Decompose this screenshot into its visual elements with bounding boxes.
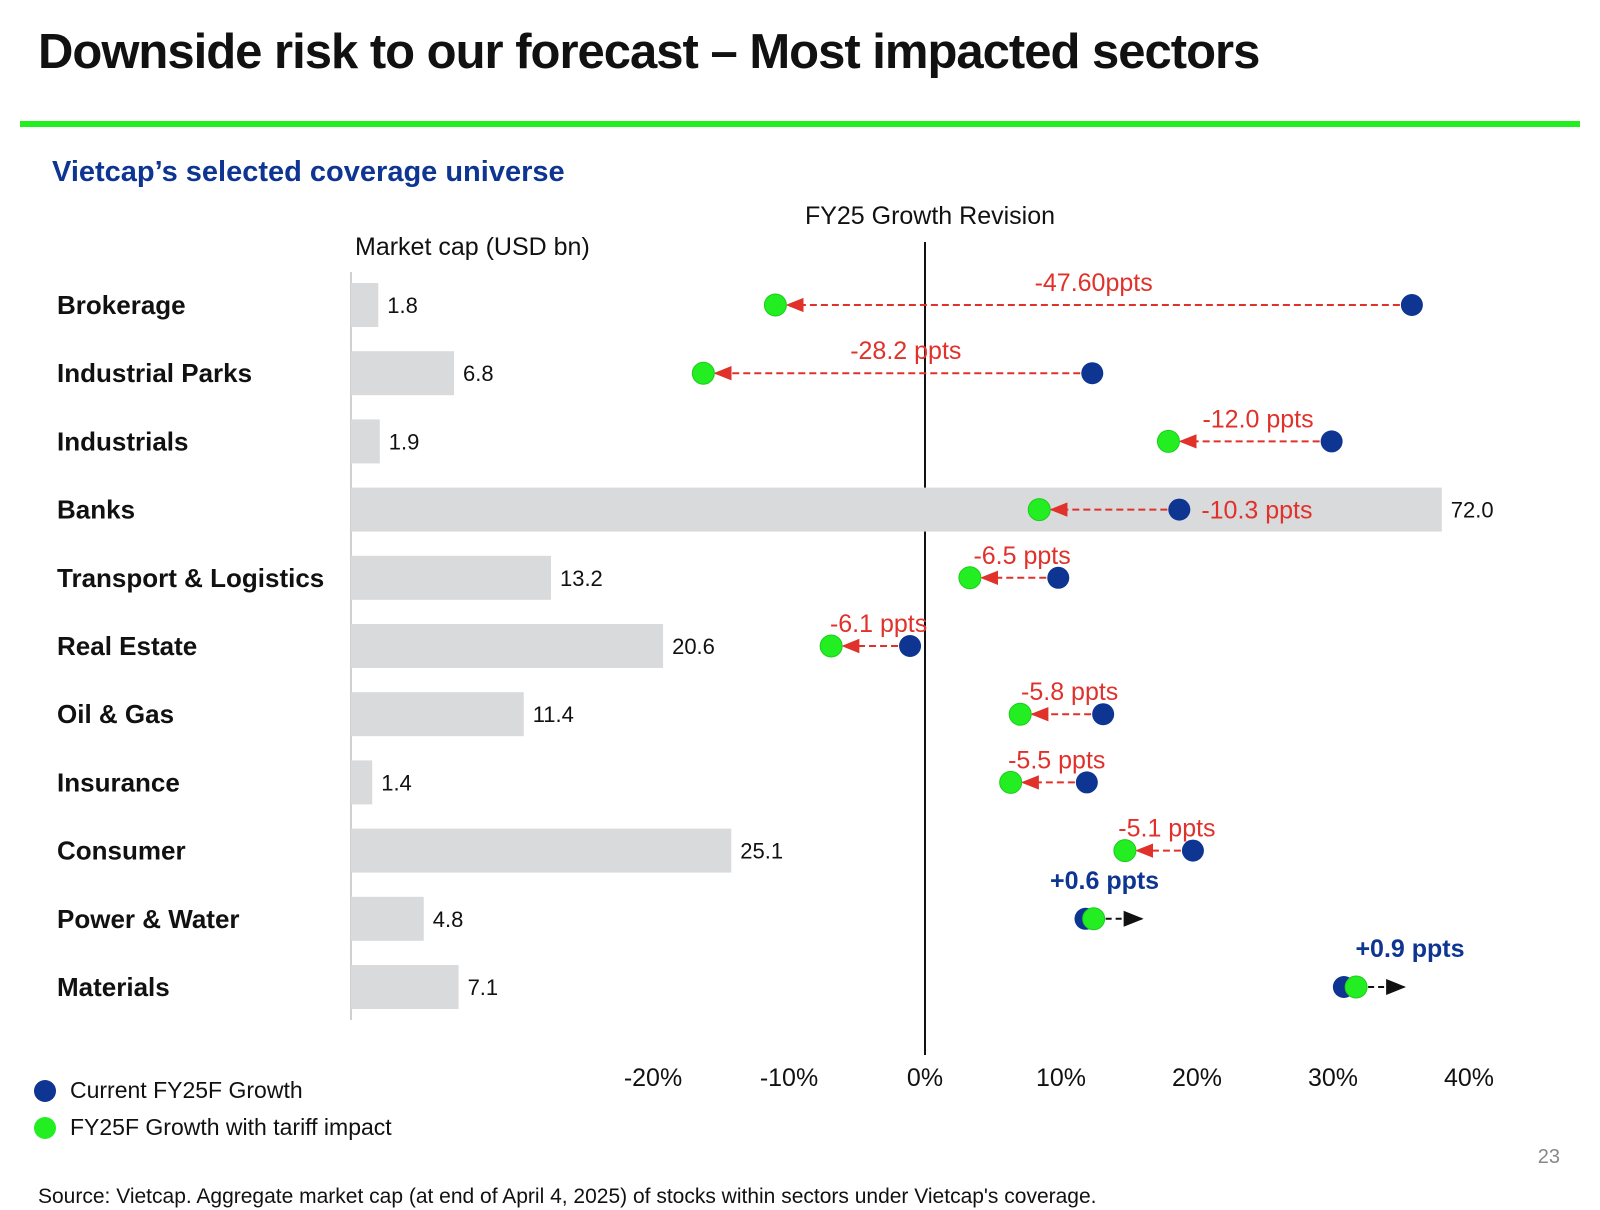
revision-label-insurance: -5.5 ppts	[1008, 746, 1105, 774]
x-tick-label: -20%	[624, 1064, 682, 1092]
current-growth-dot-banks	[1168, 498, 1191, 521]
market-cap-bar-industrials	[351, 419, 380, 464]
tariff-growth-dot-oil-gas	[1008, 702, 1032, 726]
sector-growth-chart: Market cap (USD bn) FY25 Growth Revision…	[57, 202, 1494, 1092]
category-label-insurance: Insurance	[57, 767, 180, 797]
revision-label-oil-gas: -5.8 ppts	[1021, 678, 1118, 706]
market-cap-value-power-water: 4.8	[433, 907, 464, 932]
current-growth-dot-industrials	[1320, 430, 1343, 453]
legend-item-current: Current FY25F Growth	[34, 1077, 303, 1104]
market-cap-value-banks: 72.0	[1451, 498, 1494, 523]
page-number: 23	[1537, 1146, 1560, 1168]
tariff-growth-dot-real-estate	[819, 634, 843, 658]
tariff-growth-dot-transport-logistics	[958, 566, 982, 590]
category-label-power-water: Power & Water	[57, 904, 240, 934]
legend-swatch-current	[34, 1079, 56, 1102]
category-label-industrials: Industrials	[57, 426, 188, 456]
current-growth-dot-insurance	[1075, 771, 1098, 794]
market-cap-bar-oil-gas	[351, 692, 524, 737]
page-title: Downside risk to our forecast – Most imp…	[38, 25, 1260, 79]
revision-label-power-water: +0.6 ppts	[1050, 867, 1159, 895]
market-cap-bar-power-water	[351, 896, 424, 941]
revision-label-consumer: -5.1 ppts	[1118, 815, 1215, 843]
category-label-transport-logistics: Transport & Logistics	[57, 563, 324, 593]
market-cap-bar-consumer	[351, 828, 732, 873]
market-cap-bar-materials	[351, 965, 459, 1009]
revision-label-brokerage: -47.60ppts	[1035, 269, 1153, 297]
tariff-growth-dot-industrials	[1156, 429, 1180, 453]
market-cap-bar-brokerage	[351, 283, 379, 327]
current-growth-dot-industrial-parks	[1081, 362, 1104, 385]
growth-axis-label: FY25 Growth Revision	[805, 202, 1055, 230]
revision-label-real-estate: -6.1 ppts	[830, 610, 927, 638]
market-cap-axis-label: Market cap (USD bn)	[355, 233, 590, 261]
x-tick-label: 40%	[1444, 1064, 1494, 1092]
revision-label-materials: +0.9 ppts	[1355, 935, 1464, 963]
market-cap-bar-insurance	[351, 760, 373, 805]
market-cap-value-industrials: 1.9	[389, 429, 420, 454]
source-note: Source: Vietcap. Aggregate market cap (a…	[38, 1185, 1097, 1208]
market-cap-value-transport-logistics: 13.2	[560, 566, 603, 591]
revision-label-banks: -10.3 ppts	[1201, 497, 1312, 525]
category-label-industrial-parks: Industrial Parks	[57, 358, 252, 388]
x-tick-label: 10%	[1036, 1064, 1086, 1092]
title-divider	[20, 121, 1580, 127]
category-label-materials: Materials	[57, 972, 170, 1002]
tariff-growth-dot-brokerage	[763, 293, 787, 317]
market-cap-value-industrial-parks: 6.8	[463, 361, 494, 386]
revision-label-industrials: -12.0 ppts	[1202, 405, 1313, 433]
legend-label-tariff: FY25F Growth with tariff impact	[70, 1114, 392, 1140]
market-cap-value-materials: 7.1	[468, 975, 499, 1000]
x-tick-label: -10%	[760, 1064, 818, 1092]
tariff-growth-dot-insurance	[999, 770, 1023, 794]
revision-label-transport-logistics: -6.5 ppts	[973, 542, 1070, 570]
market-cap-bar-real-estate	[351, 624, 664, 668]
market-cap-value-oil-gas: 11.4	[533, 702, 574, 727]
category-label-oil-gas: Oil & Gas	[57, 699, 174, 729]
current-growth-dot-real-estate	[899, 635, 922, 657]
x-tick-label: 30%	[1308, 1064, 1358, 1092]
current-growth-dot-brokerage	[1400, 294, 1423, 316]
category-label-consumer: Consumer	[57, 836, 186, 866]
current-growth-dot-oil-gas	[1092, 703, 1115, 726]
current-growth-dot-consumer	[1181, 839, 1204, 862]
market-cap-value-real-estate: 20.6	[672, 634, 715, 659]
category-label-brokerage: Brokerage	[57, 290, 186, 320]
market-cap-value-brokerage: 1.8	[387, 293, 418, 318]
legend-item-tariff: FY25F Growth with tariff impact	[34, 1114, 392, 1141]
tariff-growth-dot-consumer	[1113, 839, 1137, 863]
legend-swatch-tariff	[34, 1116, 56, 1139]
category-label-real-estate: Real Estate	[57, 631, 197, 661]
market-cap-bar-banks	[351, 487, 1442, 532]
tariff-growth-dot-banks	[1027, 498, 1051, 522]
revision-label-industrial-parks: -28.2 ppts	[850, 337, 961, 365]
legend-label-current: Current FY25F Growth	[70, 1077, 303, 1103]
chart-subtitle: Vietcap’s selected coverage universe	[52, 156, 565, 188]
market-cap-value-insurance: 1.4	[381, 770, 412, 795]
x-tick-label: 20%	[1172, 1064, 1222, 1092]
current-growth-dot-transport-logistics	[1047, 566, 1070, 589]
tariff-growth-dot-materials	[1344, 975, 1368, 999]
x-tick-label: 0%	[907, 1064, 943, 1092]
market-cap-bar-industrial-parks	[351, 351, 455, 396]
market-cap-value-consumer: 25.1	[740, 839, 783, 864]
market-cap-bar-transport-logistics	[351, 555, 551, 600]
tariff-growth-dot-industrial-parks	[691, 361, 715, 385]
tariff-growth-dot-power-water	[1082, 907, 1106, 931]
category-label-banks: Banks	[57, 495, 135, 525]
